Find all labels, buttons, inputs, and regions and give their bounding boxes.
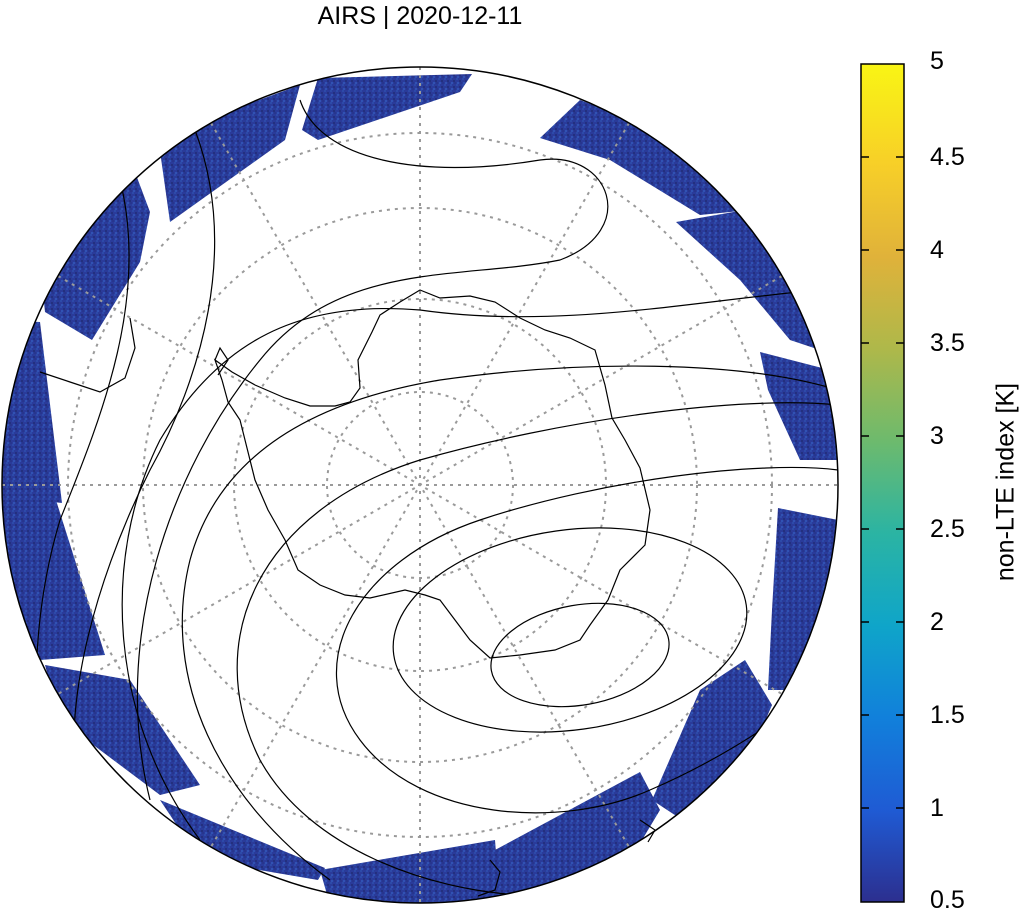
globe-outline — [1, 66, 839, 904]
swath-segment — [652, 660, 772, 825]
swath-segment — [320, 840, 500, 903]
colorbar-tick-label: 3.5 — [930, 329, 965, 357]
colorbar-ticks — [861, 156, 904, 809]
coastlines — [39, 289, 656, 897]
south-america-tip — [39, 317, 136, 393]
swath-segment — [768, 508, 838, 690]
swath-segment — [302, 74, 472, 140]
meridian — [57, 275, 783, 695]
colorbar-tick-label: 0.5 — [930, 886, 965, 914]
colorbar-tick-label: 3 — [930, 422, 944, 450]
colorbar-label: non-LTE index [K] — [991, 382, 1020, 582]
swath-segment — [495, 772, 660, 900]
latitude-circle — [142, 207, 698, 763]
map-title: AIRS | 2020-12-11 — [317, 2, 523, 30]
contour-line — [136, 99, 609, 801]
airs-swaths — [2, 74, 838, 903]
colorbar-tick-label: 1.5 — [930, 701, 965, 729]
contour-line — [121, 289, 821, 841]
swath-segment — [2, 320, 62, 503]
colorbar-fill — [860, 63, 905, 903]
swath-segment — [676, 210, 820, 350]
latitude-circle — [326, 391, 514, 579]
colorbar-tick-label: 5 — [930, 47, 944, 75]
colorbar — [860, 63, 905, 903]
colorbar-tick-label: 2 — [930, 608, 944, 636]
colorbar-tick-label: 1 — [930, 794, 944, 822]
swath-segment — [158, 85, 300, 222]
swath-segment — [40, 172, 150, 340]
new-zealand — [477, 859, 501, 897]
swath-segment — [160, 800, 325, 880]
swath-segment — [45, 665, 200, 795]
colorbar-tick-label: 4 — [930, 236, 944, 264]
contour-line — [490, 602, 670, 708]
contour-lines — [35, 99, 838, 896]
contour-line — [73, 129, 216, 801]
contour-line — [392, 527, 748, 733]
swath-segment — [540, 100, 750, 215]
peninsula-coastline — [214, 346, 229, 376]
colorbar-tick-label: 4.5 — [930, 143, 965, 171]
contour-line — [181, 365, 838, 881]
contour-line — [335, 466, 838, 814]
colorbar-tick-label: 2.5 — [930, 515, 965, 543]
antarctica-coastline — [213, 289, 651, 659]
swath-segment — [2, 490, 105, 660]
contour-line — [236, 402, 838, 896]
